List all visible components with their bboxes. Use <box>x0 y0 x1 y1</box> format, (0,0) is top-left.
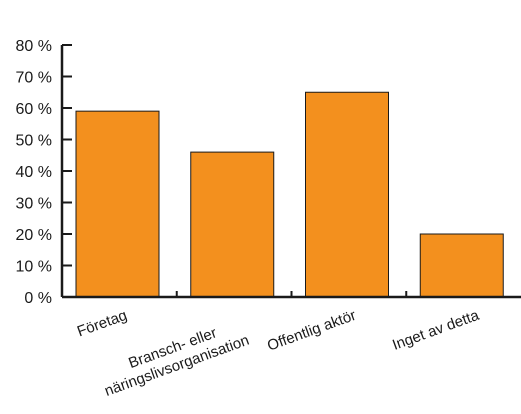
y-tick-label: 50 % <box>16 133 52 150</box>
y-tick-label: 10 % <box>16 259 52 276</box>
y-tick-label: 0 % <box>24 290 52 307</box>
y-tick-label: 60 % <box>16 101 52 118</box>
y-tick-label: 40 % <box>16 164 52 181</box>
bars <box>75 91 504 298</box>
y-tick-label: 80 % <box>16 38 52 55</box>
x-tick-label: Bransch- ellernäringslivsorganisation <box>96 315 251 400</box>
y-tick-label: 30 % <box>16 196 52 213</box>
axes <box>60 45 521 299</box>
x-tick-label: Offentlig aktör <box>265 307 358 355</box>
bar <box>419 233 504 298</box>
x-tick-label: Företag <box>75 307 129 341</box>
y-tick-label: 20 % <box>16 227 52 244</box>
bar <box>190 151 275 298</box>
bar <box>305 91 389 298</box>
y-tick-label: 70 % <box>16 70 52 87</box>
y-axis-ticks: 0 % 10 % 20 % 30 % 40 % 50 % 60 % 70 % 80 % <box>16 38 72 307</box>
x-tick-label: Inget av detta <box>390 307 482 354</box>
bar <box>75 110 160 298</box>
